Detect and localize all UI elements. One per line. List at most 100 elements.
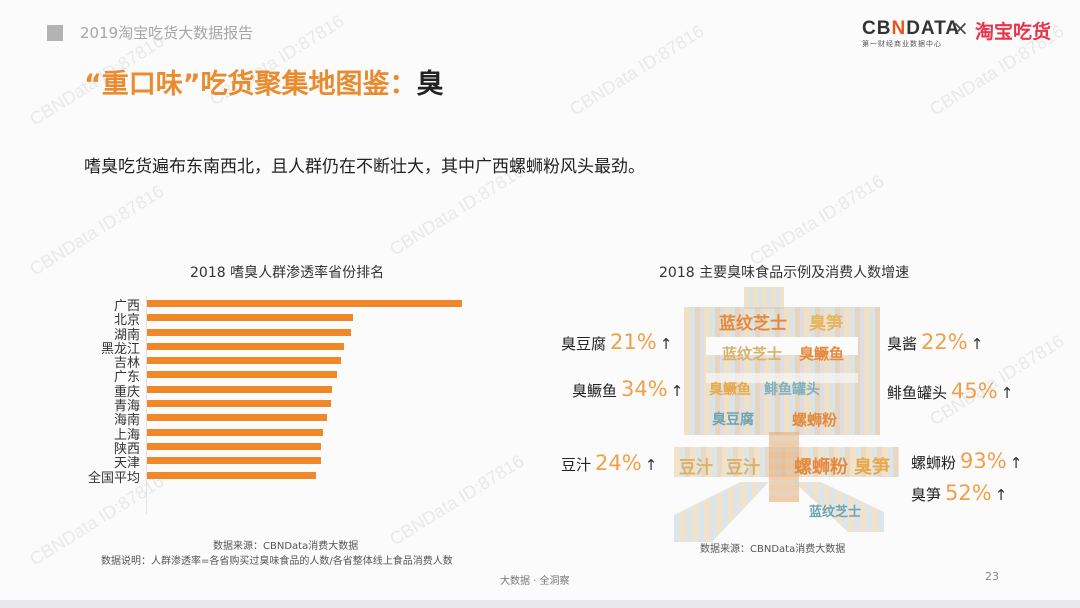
right-chart-source: 数据来源：CBNData消费大数据 xyxy=(700,544,846,555)
bar-label: 北京 xyxy=(113,313,140,329)
left-chart-title: 2018 嗜臭人群渗透率省份排名 xyxy=(190,265,385,281)
bar-label: 黑龙江 xyxy=(100,341,140,357)
bar-label: 广西 xyxy=(113,299,140,314)
report-title: 2019淘宝吃货大数据报告 xyxy=(80,24,254,42)
up-arrow-icon: ↑ xyxy=(1009,454,1023,472)
wordcloud-word: 臭笋 xyxy=(809,314,843,334)
bar-label: 广东 xyxy=(113,370,140,386)
bar xyxy=(147,442,321,450)
stat-name: 臭豆腐 xyxy=(561,335,607,353)
bar xyxy=(147,300,462,307)
logo-subtitle: 第一财经商业数据中心 xyxy=(862,40,942,48)
wordcloud-texture xyxy=(769,432,799,502)
wordcloud-word: 臭鳜鱼 xyxy=(709,382,751,398)
bar-row: 海南 xyxy=(60,410,480,428)
wordcloud-word: 螺蛳粉 xyxy=(792,411,838,429)
bar-row: 广东 xyxy=(60,367,480,385)
stat-percent: 22% xyxy=(921,330,968,354)
y-axis-line xyxy=(146,296,147,514)
logo-text: CB xyxy=(862,18,892,39)
logo-text: DATA xyxy=(906,18,961,39)
stat-percent: 34% xyxy=(621,377,668,401)
up-arrow-icon: ↑ xyxy=(994,486,1008,504)
stat-percent: 45% xyxy=(951,379,998,403)
stat-luosifen: 螺蛳粉 93% ↑ xyxy=(911,449,1022,473)
bar-row: 上海 xyxy=(60,425,480,443)
bar-row: 吉林 xyxy=(60,353,480,371)
stat-stinky-bamboo-shoot: 臭笋 52% ↑ xyxy=(911,481,1007,505)
wordcloud-word: 蓝纹芝士 xyxy=(809,505,862,520)
page-subtitle: 嗜臭吃货遍布东南西北，且人群仍在不断壮大，其中广西螺蛳粉风头最劲。 xyxy=(84,157,645,177)
bar-label: 重庆 xyxy=(113,384,140,400)
bar xyxy=(147,428,323,436)
wordcloud-word: 螺蛳粉 xyxy=(794,457,848,478)
stat-name: 鲱鱼罐头 xyxy=(887,384,948,402)
up-arrow-icon: ↑ xyxy=(644,456,658,474)
bar-label: 吉林 xyxy=(113,356,140,372)
bar-row: 北京 xyxy=(60,310,480,328)
wordcloud-texture xyxy=(744,287,784,309)
bottom-strip xyxy=(0,600,1080,608)
bar xyxy=(147,357,341,365)
up-arrow-icon: ↑ xyxy=(970,335,984,353)
bar-label: 天津 xyxy=(113,456,140,472)
stat-surstromming: 鲱鱼罐头 45% ↑ xyxy=(887,379,1013,403)
stat-stinky-mandarin-fish: 臭鳜鱼 34% ↑ xyxy=(572,377,683,401)
collab-x-icon: × xyxy=(952,16,969,40)
bar-row: 全国平均 xyxy=(60,468,480,486)
wordcloud-word: 蓝纹芝士 xyxy=(722,345,783,363)
bar xyxy=(147,400,331,408)
header-square-icon xyxy=(47,25,63,41)
watermark: CBNData ID:87816 xyxy=(746,170,888,270)
title-highlight: 臭 xyxy=(416,69,444,100)
bar xyxy=(147,314,353,322)
stat-name: 臭酱 xyxy=(887,335,918,353)
bar-row: 重庆 xyxy=(60,382,480,400)
bar-label: 陕西 xyxy=(113,441,140,457)
smelly-food-wordcloud: 蓝纹芝士 臭笋 蓝纹芝士 臭鳜鱼 臭鳜鱼 鲱鱼罐头 臭豆腐 螺蛳粉 豆汁 豆汁 … xyxy=(674,287,899,542)
stat-stinky-tofu: 臭豆腐 21% ↑ xyxy=(561,330,672,354)
cbndata-logo: CBNDATA 第一财经商业数据中心 xyxy=(862,18,960,49)
bar xyxy=(147,328,351,336)
left-chart-note: 数据说明：人群渗透率=各省购买过臭味食品的人数/各省整体线上食品消费人数 xyxy=(101,556,453,567)
stat-name: 臭鳜鱼 xyxy=(572,382,618,400)
bar-label: 湖南 xyxy=(113,327,140,343)
bar-row: 广西 xyxy=(60,296,480,314)
up-arrow-icon: ↑ xyxy=(1000,384,1014,402)
bar xyxy=(147,371,337,379)
up-arrow-icon: ↑ xyxy=(659,335,673,353)
stat-name: 臭笋 xyxy=(911,486,942,504)
stat-douzhi: 豆汁 24% ↑ xyxy=(561,451,657,475)
wordcloud-word: 臭豆腐 xyxy=(712,412,754,428)
footer-tagline: 大数据 · 全洞察 xyxy=(500,576,570,587)
wordcloud-word: 豆汁 xyxy=(679,458,713,478)
page-number: 23 xyxy=(985,570,999,583)
watermark: CBNData ID:87816 xyxy=(566,20,708,120)
stat-percent: 24% xyxy=(595,451,642,475)
bar xyxy=(147,457,321,465)
stat-name: 豆汁 xyxy=(561,456,592,474)
bar-row: 天津 xyxy=(60,453,480,471)
bar xyxy=(147,471,316,479)
bar xyxy=(147,385,332,393)
bar-row: 湖南 xyxy=(60,325,480,343)
stat-stinky-sauce: 臭酱 22% ↑ xyxy=(887,330,983,354)
bar-row: 陕西 xyxy=(60,439,480,457)
bar xyxy=(147,342,344,350)
stat-name: 螺蛳粉 xyxy=(911,454,957,472)
wordcloud-gap xyxy=(706,337,858,355)
wordcloud-word: 臭鳜鱼 xyxy=(799,345,845,363)
up-arrow-icon: ↑ xyxy=(670,382,684,400)
stat-percent: 93% xyxy=(960,449,1007,473)
right-chart-title: 2018 主要臭味食品示例及消费人数增速 xyxy=(659,265,910,281)
wordcloud-word: 臭笋 xyxy=(854,457,890,478)
bar-row: 黑龙江 xyxy=(60,339,480,357)
logo-text: N xyxy=(891,18,907,39)
wordcloud-gap xyxy=(706,373,858,383)
wordcloud-word: 豆汁 xyxy=(726,458,760,478)
watermark: CBNData ID:87816 xyxy=(26,180,168,280)
bar-label: 全国平均 xyxy=(87,470,140,486)
wordcloud-word: 鲱鱼罐头 xyxy=(764,382,820,398)
province-bar-chart: 广西 北京 湖南 黑龙江 吉林 广东 重庆 青海 海南 上海 陕西 天津 全国平均 xyxy=(60,296,480,486)
